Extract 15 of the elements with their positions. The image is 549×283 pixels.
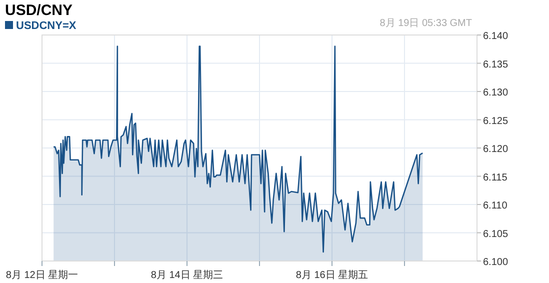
x-tick-label: 8月 14日 星期三 [150, 269, 224, 281]
y-tick-label: 6.130 [483, 88, 508, 98]
text: 8月 19日 05:33 GMT [380, 18, 472, 29]
y-tick-label: 6.100 [483, 257, 508, 268]
y-tick-label: 6.115 [483, 172, 508, 184]
x-tick-label: 8月 16日 星期五 [296, 269, 368, 281]
y-tick-label: 6.140 [483, 31, 508, 42]
y-tick-label: 6.105 [483, 228, 508, 240]
y-tick-label: 6.110 [483, 200, 508, 212]
legend-label: USDCNY=X [16, 20, 77, 32]
y-tick-label: 6.135 [483, 59, 508, 70]
y-tick-label: 6.120 [483, 144, 508, 155]
chart-title: USD/CNY [5, 2, 73, 19]
y-tick-label: 6.125 [483, 116, 508, 127]
x-tick-label: 8月 12日 星期一 [6, 269, 78, 281]
